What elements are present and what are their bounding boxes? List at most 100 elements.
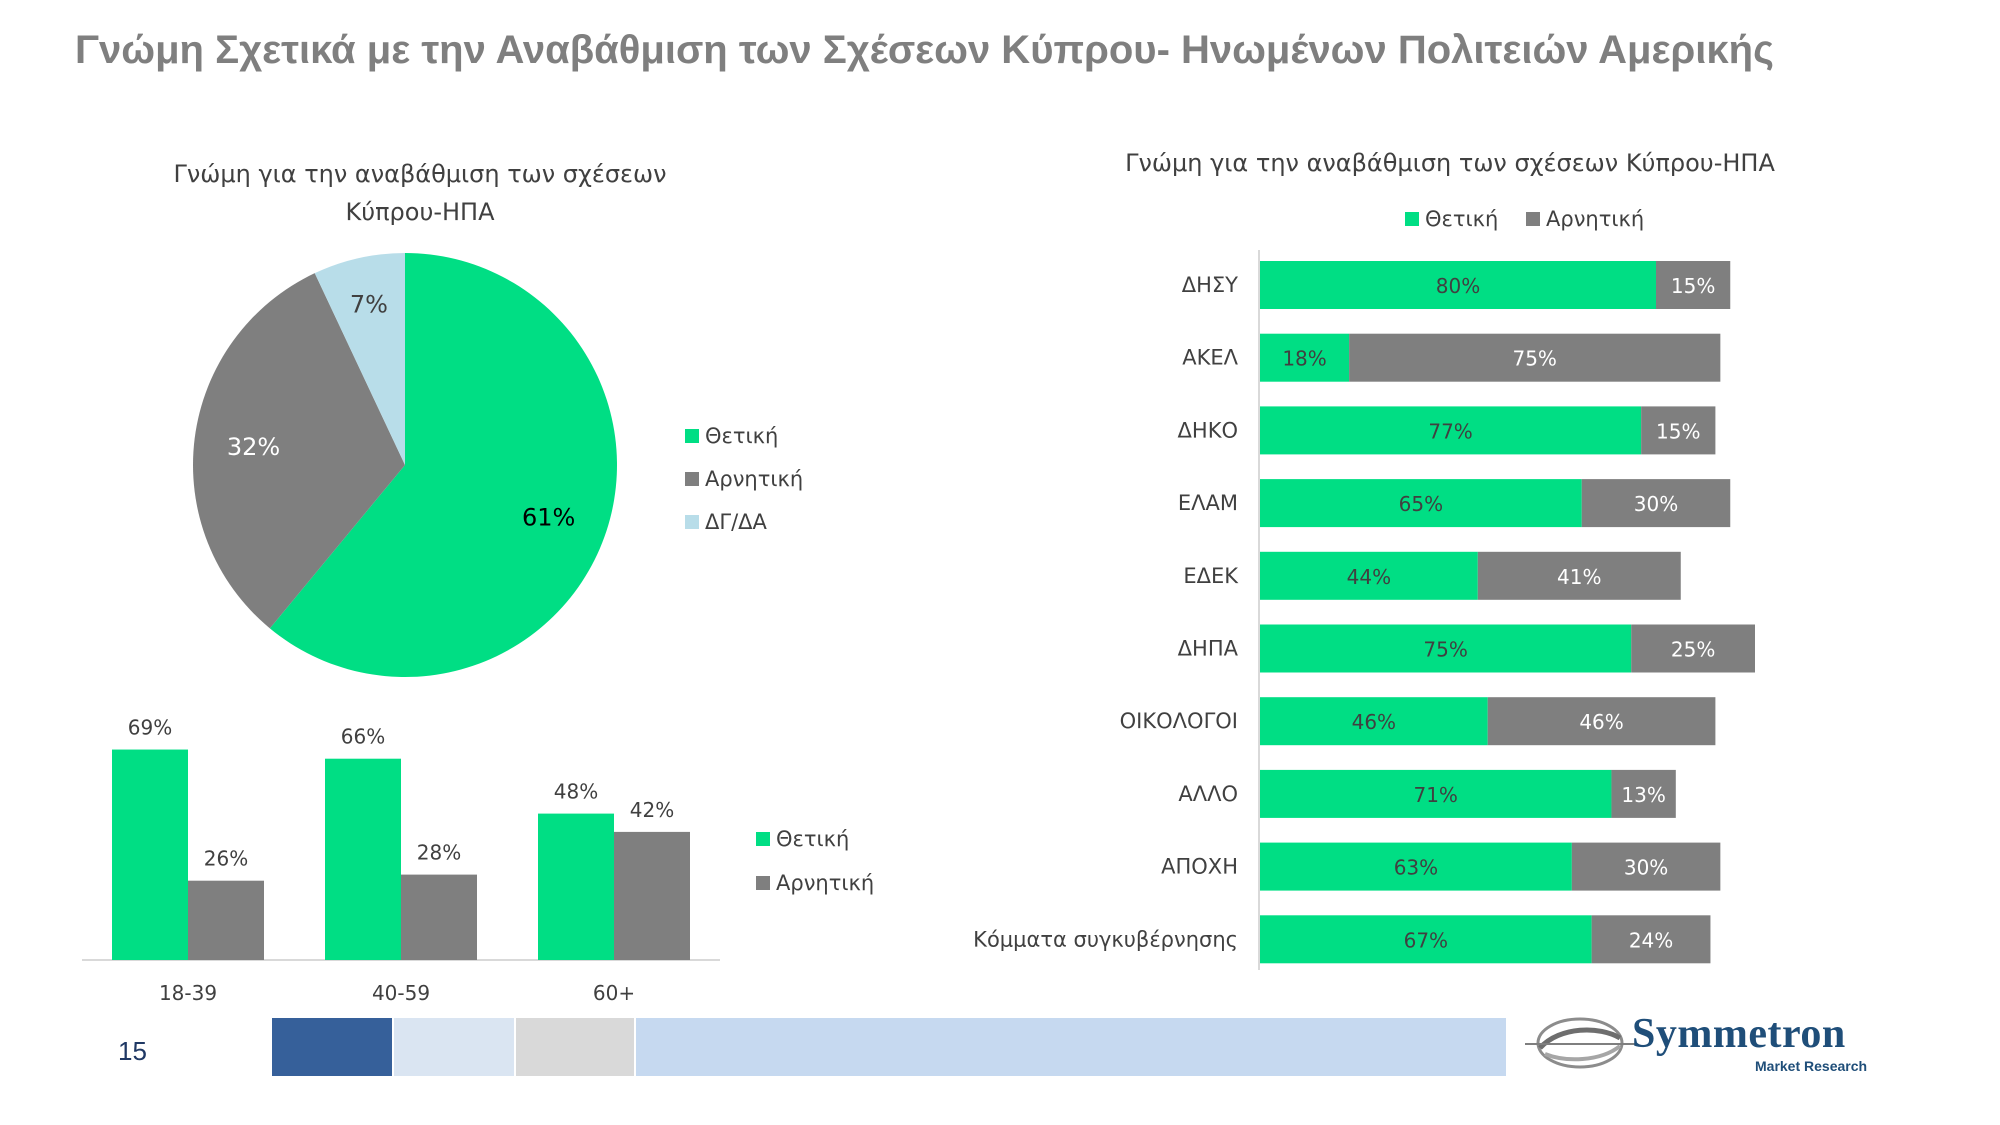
party-bar bbox=[1611, 769, 1676, 818]
pie-legend-swatch bbox=[685, 472, 699, 486]
pie-slice-1 bbox=[269, 253, 617, 677]
party-bar bbox=[1260, 624, 1632, 673]
pie-chart: 61% 32% 7% Θετική Αρνητική ΔΓ/ΔΑ bbox=[192, 253, 803, 677]
party-category-label: ΕΔΕΚ bbox=[1183, 564, 1239, 588]
party-bar-label: 24% bbox=[1629, 928, 1673, 952]
party-bar bbox=[1260, 551, 1478, 600]
footer-band-segment-1 bbox=[272, 1018, 392, 1076]
party-bar-label: 44% bbox=[1347, 565, 1391, 589]
age-bar-label: 28% bbox=[417, 841, 461, 865]
party-chart-title: Γνώμη για την αναβάθμιση των σχέσεων Κύπ… bbox=[1125, 149, 1775, 177]
party-bar-label: 13% bbox=[1621, 783, 1665, 807]
party-bar-label: 77% bbox=[1428, 419, 1472, 443]
pie-slice-2 bbox=[192, 273, 405, 629]
party-bar bbox=[1591, 915, 1711, 964]
age-bar bbox=[112, 749, 188, 960]
pie-chart-title-line-1: Γνώμη για την αναβάθμιση των σχέσεων bbox=[173, 160, 667, 188]
symmetron-swirl-icon bbox=[1525, 1017, 1635, 1069]
party-bar bbox=[1260, 479, 1582, 528]
pie-slice-3 bbox=[314, 253, 405, 465]
pie-legend-label: ΔΓ/ΔΑ bbox=[705, 510, 768, 534]
party-bar-label: 63% bbox=[1394, 856, 1438, 880]
party-bar-label: 65% bbox=[1399, 492, 1443, 516]
party-bar bbox=[1260, 915, 1592, 964]
party-category-label: ΑΚΕΛ bbox=[1182, 346, 1238, 370]
party-bar-label: 25% bbox=[1671, 638, 1715, 662]
age-bar bbox=[188, 880, 264, 960]
age-legend-swatch bbox=[756, 832, 770, 846]
pie-data-label: 61% bbox=[522, 504, 575, 532]
party-bar bbox=[1656, 261, 1731, 309]
age-bar bbox=[325, 758, 401, 960]
party-legend-label: Αρνητική bbox=[1546, 207, 1644, 231]
pie-legend-label: Αρνητική bbox=[705, 467, 803, 491]
party-bar-label: 15% bbox=[1656, 419, 1700, 443]
party-category-label: ΔΗΣΥ bbox=[1182, 273, 1238, 297]
pie-legend-label: Θετική bbox=[705, 424, 778, 448]
footer-band-segment-4 bbox=[636, 1018, 1506, 1076]
party-bar bbox=[1349, 333, 1721, 382]
pie-chart-title: Γνώμη για την αναβάθμιση των σχέσεων Κύπ… bbox=[120, 155, 720, 231]
age-bar-chart: 69% 26% 18-39 66% 28% 40-59 48% 42% 60+ Θετική Αρν… bbox=[82, 716, 874, 1005]
page-number: 15 bbox=[118, 1036, 147, 1066]
age-legend-label: Αρνητική bbox=[776, 871, 874, 895]
pie-data-label: 32% bbox=[227, 433, 280, 461]
party-category-label: ΕΛΑΜ bbox=[1178, 491, 1238, 515]
age-bar-label: 69% bbox=[128, 716, 172, 740]
party-bar-label: 67% bbox=[1404, 928, 1448, 952]
party-bar bbox=[1260, 261, 1656, 309]
footer-band-segment-3 bbox=[516, 1018, 634, 1076]
slide-title: Γνώμη Σχετικά με την Αναβάθμιση των Σχέσ… bbox=[75, 28, 1774, 72]
party-bar-label: 80% bbox=[1436, 274, 1480, 298]
logo-subtitle: Market Research bbox=[1755, 1058, 1868, 1074]
party-category-label: ΟΙΚΟΛΟΓΟΙ bbox=[1120, 709, 1238, 733]
party-bar bbox=[1260, 333, 1350, 382]
party-category-label: Κόμματα συγκυβέρνησης bbox=[973, 927, 1238, 951]
logo-name: Symmetron bbox=[1632, 1011, 1846, 1057]
age-category-label: 60+ bbox=[593, 981, 635, 1005]
party-bar-label: 71% bbox=[1413, 783, 1457, 807]
party-bar bbox=[1477, 551, 1681, 600]
party-bar bbox=[1260, 697, 1488, 746]
symmetron-logo: Symmetron Market Research bbox=[1515, 1010, 1895, 1080]
age-bar-label: 66% bbox=[341, 725, 385, 749]
party-bar bbox=[1571, 842, 1721, 891]
age-legend-label: Θετική bbox=[776, 827, 849, 851]
party-bar bbox=[1260, 842, 1572, 891]
age-category-label: 40-59 bbox=[372, 981, 430, 1005]
party-bar-label: 30% bbox=[1624, 856, 1668, 880]
party-legend-swatch bbox=[1405, 212, 1419, 226]
party-bar bbox=[1487, 697, 1716, 746]
party-bar-label: 46% bbox=[1352, 710, 1396, 734]
age-bar bbox=[401, 874, 477, 960]
age-bar-label: 26% bbox=[204, 847, 248, 871]
party-bar-label: 75% bbox=[1512, 347, 1556, 371]
age-legend-swatch bbox=[756, 876, 770, 890]
age-category-label: 18-39 bbox=[159, 981, 217, 1005]
party-category-label: ΔΗΠΑ bbox=[1178, 637, 1239, 661]
pie-legend-swatch bbox=[685, 515, 699, 529]
age-bar bbox=[538, 813, 614, 960]
footer-band-segment-2 bbox=[394, 1018, 514, 1076]
party-bar bbox=[1641, 406, 1716, 455]
party-legend-swatch bbox=[1526, 212, 1540, 226]
age-bar bbox=[614, 831, 690, 960]
party-bar-label: 30% bbox=[1634, 492, 1678, 516]
pie-chart-title-line-2: Κύπρου-ΗΠΑ bbox=[345, 198, 495, 226]
party-bar-label: 41% bbox=[1557, 565, 1601, 589]
pie-legend-swatch bbox=[685, 429, 699, 443]
age-bar-label: 48% bbox=[554, 780, 598, 804]
party-category-label: ΑΛΛΟ bbox=[1178, 782, 1238, 806]
pie-data-label: 7% bbox=[350, 291, 388, 319]
party-legend-label: Θετική bbox=[1425, 207, 1498, 231]
party-bar bbox=[1631, 624, 1755, 673]
party-bar-label: 18% bbox=[1282, 347, 1326, 371]
party-bar-label: 46% bbox=[1579, 710, 1623, 734]
party-bar-label: 75% bbox=[1423, 638, 1467, 662]
party-bar-label: 15% bbox=[1671, 274, 1715, 298]
party-bar bbox=[1581, 479, 1731, 528]
party-category-label: ΔΗΚΟ bbox=[1178, 418, 1238, 442]
party-bar bbox=[1260, 406, 1642, 455]
party-bar bbox=[1260, 769, 1612, 818]
party-category-label: ΑΠΟΧΗ bbox=[1161, 855, 1238, 879]
